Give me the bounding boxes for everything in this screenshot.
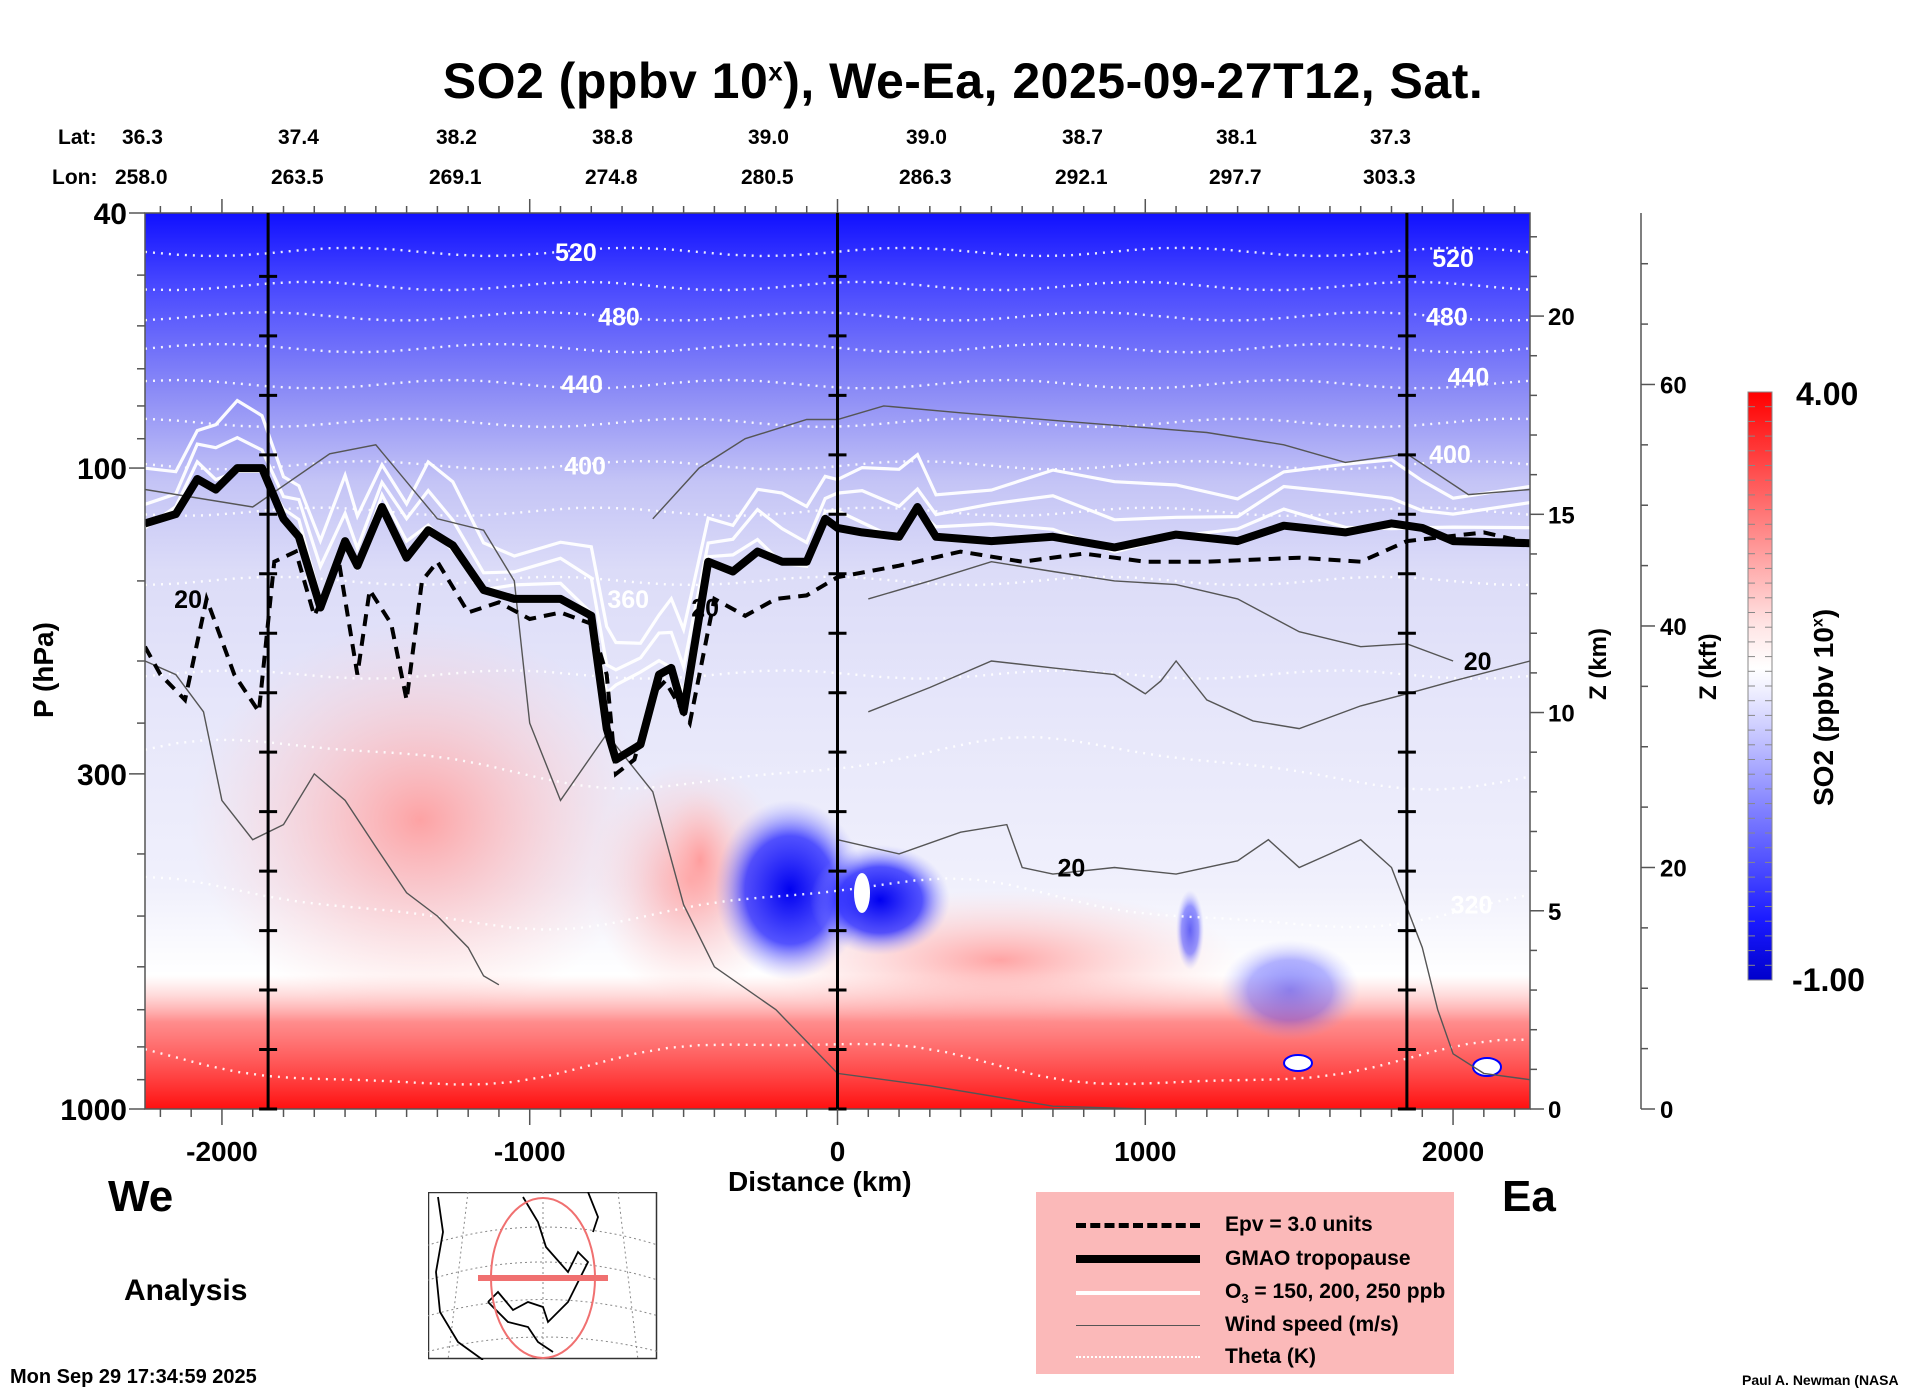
west-label: We — [108, 1172, 174, 1221]
lon-value: 280.5 — [741, 166, 794, 189]
lon-value: 269.1 — [429, 166, 482, 189]
lat-value: 38.8 — [592, 126, 633, 149]
lat-value: 37.3 — [1370, 126, 1411, 149]
theta-label: 360 — [607, 586, 649, 614]
theta-label: 520 — [1432, 245, 1474, 273]
legend-swatch-thin — [1076, 1324, 1200, 1326]
east-label: Ea — [1502, 1172, 1556, 1221]
theta-label: 480 — [598, 303, 640, 331]
y-tick-label: 1000 — [60, 1094, 127, 1127]
wind-speed-contour — [652, 405, 1530, 520]
legend: Epv = 3.0 units GMAO tropopause O3 = 150… — [1036, 1192, 1454, 1374]
map-coastlines — [435, 1192, 599, 1360]
lon-label: Lon: — [52, 166, 98, 189]
legend-item-wind: Wind speed (m/s) — [1076, 1310, 1399, 1340]
colorbar-min-label: -1.00 — [1792, 962, 1865, 998]
theta-contour-300 — [145, 1038, 1530, 1086]
theta-label: 480 — [1426, 303, 1468, 331]
zkft-axis-title: Z (kft) — [1695, 633, 1722, 700]
zkft-tick-label: 60 — [1660, 372, 1687, 399]
zkm-tick-label: 0 — [1548, 1097, 1561, 1124]
zkft-tick-label: 20 — [1660, 855, 1687, 882]
so2-blue-region-2 — [810, 845, 950, 955]
wind-speed-label: 20 — [691, 594, 719, 622]
ozone-contour — [145, 435, 1530, 673]
legend-item-theta: Theta (K) — [1076, 1342, 1316, 1372]
lat-value: 36.3 — [122, 126, 163, 149]
chart-title: SO2 (ppbv 10x), We-Ea, 2025-09-27T12, Sa… — [442, 53, 1484, 109]
y-tick-label: 100 — [77, 453, 127, 486]
theta-label: 520 — [555, 239, 597, 267]
legend-swatch-thick — [1076, 1255, 1200, 1263]
legend-item-epv: Epv = 3.0 units — [1076, 1210, 1373, 1240]
so2-blank-cell — [1283, 1054, 1313, 1072]
wind-speed-contour — [145, 660, 500, 986]
lon-value: 297.7 — [1209, 166, 1262, 189]
lat-value: 38.1 — [1216, 126, 1257, 149]
lon-value: 303.3 — [1363, 166, 1416, 189]
legend-item-tropopause: GMAO tropopause — [1076, 1244, 1411, 1274]
epv-contour — [145, 530, 1530, 778]
theta-label: 440 — [1448, 364, 1490, 392]
theta-label: 400 — [564, 452, 606, 480]
tropopause-line — [145, 464, 1530, 764]
wind-speed-label: 20 — [174, 586, 202, 614]
lat-value: 39.0 — [906, 126, 947, 149]
y-axis-title: P (hPa) — [28, 622, 59, 718]
legend-swatch-white — [1076, 1291, 1200, 1295]
zkft-tick-label: 0 — [1660, 1097, 1673, 1124]
theta-label: 320 — [1451, 892, 1493, 920]
so2-blue-region-3 — [1176, 890, 1204, 970]
ozone-contour — [145, 398, 1530, 645]
wind-speed-contour — [868, 560, 1454, 662]
zkm-axis-title: Z (km) — [1585, 628, 1612, 700]
colorbar-title: SO2 (ppbv 10x) — [1808, 608, 1839, 806]
theta-contour-320 — [145, 875, 1530, 931]
inset-map — [428, 1192, 658, 1360]
so2-blue-region-4 — [1220, 940, 1360, 1040]
timestamp: Mon Sep 29 17:34:59 2025 — [10, 1366, 257, 1388]
analysis-label: Analysis — [124, 1274, 248, 1307]
lat-value: 38.7 — [1062, 126, 1103, 149]
x-tick-label: 1000 — [1114, 1136, 1176, 1167]
lon-value: 263.5 — [271, 166, 324, 189]
x-tick-label: 0 — [830, 1136, 846, 1167]
legend-swatch-dashed — [1076, 1222, 1200, 1228]
zkm-tick-label: 15 — [1548, 502, 1575, 529]
lon-value: 286.3 — [899, 166, 952, 189]
credit: Paul A. Newman (NASA — [1742, 1372, 1899, 1388]
legend-swatch-dotted — [1076, 1356, 1200, 1358]
wind-speed-contour — [837, 823, 1530, 1081]
legend-item-ozone: O3 = 150, 200, 250 ppb — [1076, 1278, 1445, 1308]
x-tick-label: -2000 — [186, 1136, 258, 1167]
lat-value: 38.2 — [436, 126, 477, 149]
wind-speed-label: 20 — [1058, 855, 1086, 883]
zkm-tick-label: 5 — [1548, 899, 1561, 926]
theta-contour-330 — [145, 735, 1530, 791]
colorbar-max-label: 4.00 — [1796, 376, 1859, 412]
y-tick-label: 300 — [77, 759, 127, 792]
y-tick-label: 40 — [94, 198, 127, 231]
lon-value: 292.1 — [1055, 166, 1108, 189]
zkft-tick-label: 40 — [1660, 614, 1687, 641]
lat-label: Lat: — [58, 126, 97, 149]
so2-blank-cell — [854, 873, 870, 913]
wind-speed-label: 20 — [1464, 648, 1492, 676]
x-axis-title: Distance (km) — [728, 1166, 912, 1197]
x-tick-label: -1000 — [494, 1136, 566, 1167]
theta-label: 400 — [1429, 441, 1471, 469]
so2-red-region-west — [190, 620, 650, 1020]
lat-value: 37.4 — [278, 126, 319, 149]
theta-label: 440 — [561, 371, 603, 399]
x-tick-label: 2000 — [1422, 1136, 1484, 1167]
wind-speed-contour — [868, 659, 1530, 730]
lon-value: 274.8 — [585, 166, 638, 189]
zkm-tick-label: 20 — [1548, 304, 1575, 331]
lon-value: 258.0 — [115, 166, 168, 189]
zkm-tick-label: 10 — [1548, 701, 1575, 728]
lat-value: 39.0 — [748, 126, 789, 149]
